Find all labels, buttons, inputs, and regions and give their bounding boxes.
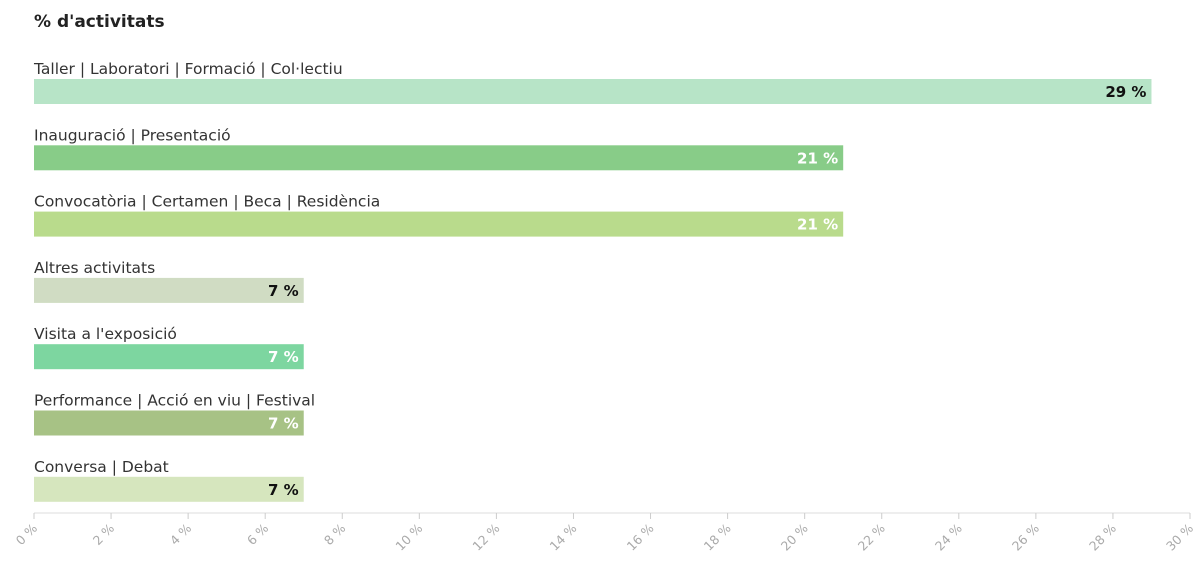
x-tick-label: 20 % xyxy=(778,520,811,553)
x-tick-label: 30 % xyxy=(1163,520,1196,553)
value-label: 7 % xyxy=(268,282,299,300)
x-tick-label: 10 % xyxy=(392,520,425,553)
value-label: 7 % xyxy=(268,348,299,366)
x-tick-label: 22 % xyxy=(855,520,888,553)
x-tick-label: 8 % xyxy=(321,520,349,548)
x-tick-label: 4 % xyxy=(167,520,195,548)
chart-title: % d'activitats xyxy=(34,12,165,32)
x-tick-label: 26 % xyxy=(1009,520,1042,553)
category-label: Taller | Laboratori | Formació | Col·lec… xyxy=(33,60,343,78)
x-tick-label: 6 % xyxy=(244,520,272,548)
value-label: 7 % xyxy=(268,481,299,499)
x-tick-label: 14 % xyxy=(547,520,580,553)
category-label: Inauguració | Presentació xyxy=(34,126,231,144)
category-label: Convocatòria | Certamen | Beca | Residèn… xyxy=(34,193,380,211)
x-tick-label: 0 % xyxy=(13,520,41,548)
category-label: Performance | Acció en viu | Festival xyxy=(34,392,315,410)
bar xyxy=(34,79,1152,104)
value-label: 29 % xyxy=(1105,83,1146,101)
bar xyxy=(34,277,304,303)
category-label: Altres activitats xyxy=(34,259,155,277)
value-label: 21 % xyxy=(797,149,838,167)
bar xyxy=(34,211,844,237)
bars-layer: Taller | Laboratori | Formació | Col·lec… xyxy=(33,60,1152,502)
x-tick-label: 2 % xyxy=(90,520,118,548)
x-tick-label: 28 % xyxy=(1086,520,1119,553)
category-label: Visita a l'exposició xyxy=(34,325,177,343)
value-label: 21 % xyxy=(797,216,838,234)
bar xyxy=(34,476,304,502)
x-tick-label: 24 % xyxy=(932,520,965,553)
x-tick-label: 18 % xyxy=(701,520,734,553)
x-tick-label: 12 % xyxy=(469,520,502,553)
bar xyxy=(34,145,844,171)
x-axis: 0 % 2 % 4 % 6 % 8 % 10 % 12 % 14 % 16 % 18 % 20 % 2… xyxy=(13,512,1196,554)
x-tick-label: 16 % xyxy=(624,520,657,553)
bar xyxy=(34,344,304,370)
category-label: Conversa | Debat xyxy=(34,458,169,476)
bar xyxy=(34,410,304,436)
value-label: 7 % xyxy=(268,415,299,433)
